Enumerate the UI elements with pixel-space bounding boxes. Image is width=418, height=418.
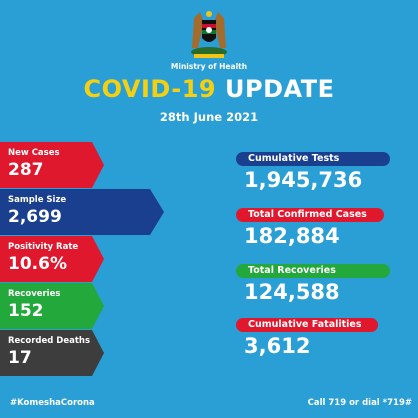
stat-value: 10.6% — [8, 254, 67, 274]
stat-value: 152 — [8, 301, 44, 321]
page-title: COVID-19 UPDATE — [0, 75, 418, 103]
stat-sample-size: Sample Size 2,699 — [0, 189, 168, 235]
title-covid: COVID-19 — [83, 75, 217, 103]
call-info: Call 719 or dial *719# — [307, 398, 412, 408]
stat-label: Sample Size — [8, 195, 67, 205]
value-cumulative-tests: 1,945,736 — [244, 168, 363, 192]
stat-value: 287 — [8, 160, 44, 180]
title-update: UPDATE — [224, 75, 335, 103]
ministry-label: Ministry of Health — [170, 62, 248, 71]
stat-label: New Cases — [8, 148, 60, 158]
value-total-confirmed: 182,884 — [244, 224, 340, 248]
arrow-shape — [0, 189, 164, 235]
badge-cumulative-fatalities: Cumulative Fatalities — [236, 318, 378, 332]
report-date: 28th June 2021 — [159, 110, 259, 124]
stat-value: 2,699 — [8, 207, 62, 227]
badge-total-confirmed: Total Confirmed Cases — [236, 208, 384, 222]
hashtag-label: #KomeshaCorona — [10, 398, 95, 408]
arrow-shape — [0, 236, 104, 282]
stat-value: 17 — [8, 348, 32, 368]
arrow-shape — [0, 283, 104, 329]
coat-of-arms-emblem — [191, 11, 227, 58]
stat-new-cases: New Cases 287 — [0, 142, 108, 188]
stat-label: Recorded Deaths — [8, 336, 91, 346]
badge-cumulative-tests: Cumulative Tests — [236, 152, 390, 166]
badge-total-recoveries: Total Recoveries — [236, 264, 390, 278]
value-cumulative-fatalities: 3,612 — [244, 334, 311, 358]
stat-recorded-deaths: Recorded Deaths 17 — [0, 330, 108, 376]
stat-recoveries: Recoveries 152 — [0, 283, 108, 329]
stat-label: Positivity Rate — [8, 242, 79, 252]
stat-positivity-rate: Positivity Rate 10.6% — [0, 236, 108, 282]
value-total-recoveries: 124,588 — [244, 280, 340, 304]
arrow-shape — [0, 330, 104, 376]
arrow-shape — [0, 142, 104, 188]
stat-label: Recoveries — [8, 289, 61, 299]
